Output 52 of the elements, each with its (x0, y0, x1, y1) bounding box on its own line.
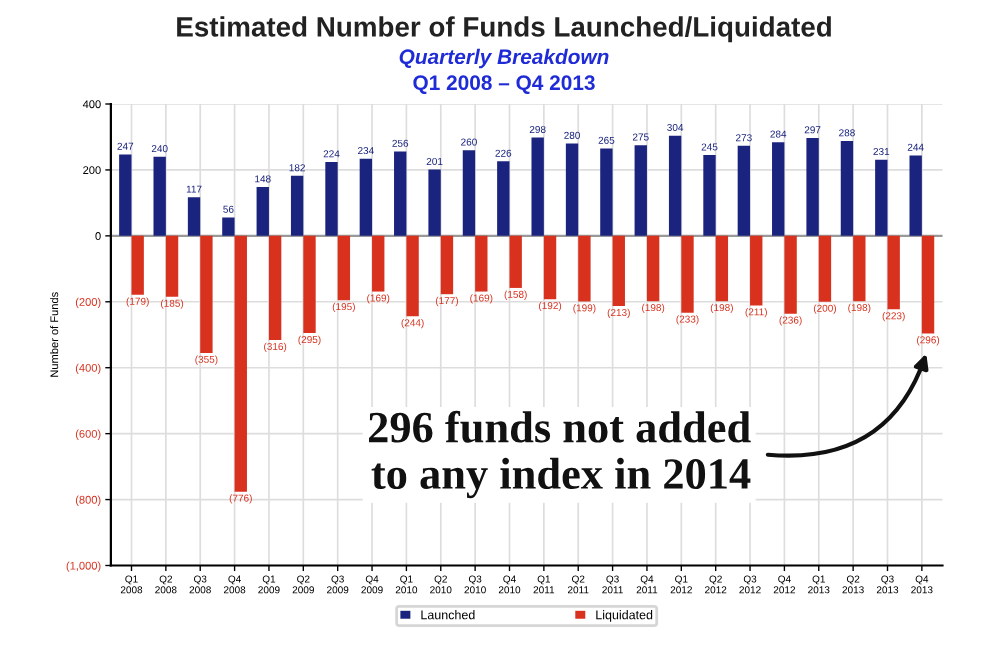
bar (394, 151, 407, 236)
bar (268, 235, 282, 341)
bar (875, 159, 888, 236)
bar (737, 145, 751, 236)
bar (681, 235, 694, 313)
bar (497, 161, 510, 236)
bar (784, 235, 797, 314)
bar (428, 169, 441, 236)
bar (806, 137, 819, 236)
bar (715, 235, 729, 302)
bar (840, 140, 854, 236)
bar (578, 235, 591, 302)
bar (750, 235, 763, 306)
bar (153, 156, 166, 236)
bar (256, 187, 269, 236)
bar (565, 143, 579, 236)
bar (337, 235, 351, 301)
bar (818, 235, 832, 302)
bar (600, 148, 613, 236)
bar (234, 235, 247, 492)
bar (703, 155, 716, 236)
bar (131, 235, 144, 295)
bar (612, 235, 625, 307)
bar (372, 235, 385, 292)
chart-subtitle: Quarterly Breakdown (399, 48, 609, 69)
bar (634, 145, 647, 236)
bar (200, 235, 213, 353)
bar (646, 235, 660, 302)
bar (119, 154, 132, 236)
bar (165, 235, 179, 297)
bar (440, 235, 454, 295)
bar (406, 235, 419, 317)
bar (359, 158, 373, 236)
bar (187, 197, 201, 236)
bar (772, 142, 785, 236)
bar (325, 162, 338, 236)
bar (853, 235, 866, 302)
chart-title: Estimated Number of Funds Launched/Liquidated (177, 16, 831, 43)
bar (909, 155, 922, 236)
bar (509, 235, 522, 288)
bar (531, 137, 544, 236)
bar (290, 175, 304, 236)
bar (475, 235, 488, 292)
bar (303, 235, 316, 334)
bar (543, 235, 557, 300)
bar (462, 150, 476, 236)
bar (887, 235, 900, 310)
text: Q1 2008 – Q4 2013 (413, 75, 595, 94)
bar (222, 217, 235, 236)
bar (921, 235, 935, 334)
annotation: 296 funds not added to any index in 2014 (369, 410, 751, 499)
bar (668, 135, 682, 236)
